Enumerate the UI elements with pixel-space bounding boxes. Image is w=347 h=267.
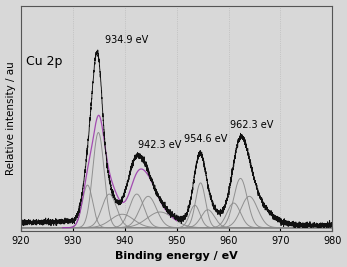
Text: 954.6 eV: 954.6 eV	[185, 134, 228, 144]
Text: 942.3 eV: 942.3 eV	[138, 140, 181, 150]
Y-axis label: Relative intensity / au: Relative intensity / au	[6, 61, 16, 175]
X-axis label: Binding energy / eV: Binding energy / eV	[115, 252, 238, 261]
Text: Cu 2p: Cu 2p	[26, 55, 63, 68]
Text: 934.9 eV: 934.9 eV	[105, 35, 149, 45]
Text: 962.3 eV: 962.3 eV	[230, 120, 273, 130]
